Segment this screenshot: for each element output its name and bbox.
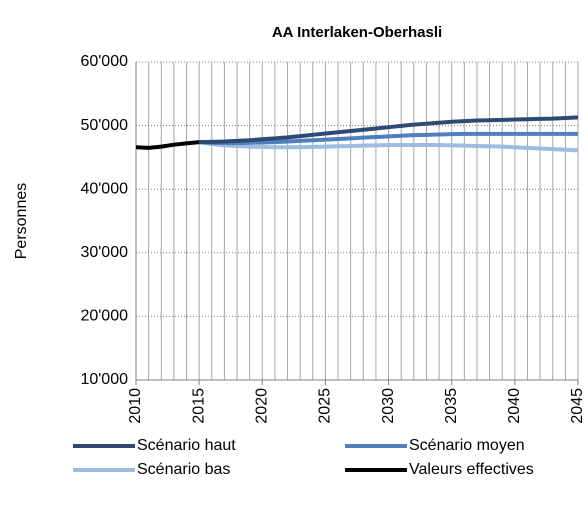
y-tick-label: 20'000 xyxy=(80,308,128,325)
legend-label: Valeurs effectives xyxy=(409,461,534,478)
legend-label: Scénario bas xyxy=(137,461,230,478)
y-tick-label: 40'000 xyxy=(80,180,128,197)
y-tick-label: 50'000 xyxy=(80,117,128,134)
x-tick-label: 2010 xyxy=(127,388,144,424)
x-tick-label: 2035 xyxy=(443,388,460,424)
y-axis-label: Personnes xyxy=(13,183,30,260)
legend-label: Scénario haut xyxy=(137,437,236,454)
series-line xyxy=(199,131,578,146)
x-tick-label: 2020 xyxy=(254,388,271,424)
y-tick-label: 10'000 xyxy=(80,371,128,388)
legend-label: Scénario moyen xyxy=(409,437,525,454)
x-tick-label: 2040 xyxy=(506,388,523,424)
series-line xyxy=(199,115,579,145)
y-tick-label: 30'000 xyxy=(80,244,128,261)
series-line xyxy=(198,140,579,153)
x-tick-label: 2030 xyxy=(380,388,397,424)
x-tick-label: 2015 xyxy=(190,388,207,424)
x-tick-label: 2025 xyxy=(317,388,334,424)
series-line xyxy=(135,140,200,150)
y-tick-label: 60'000 xyxy=(80,53,128,70)
chart-title: AA Interlaken-Oberhasli xyxy=(272,24,442,41)
x-tick-label: 2045 xyxy=(569,388,586,424)
